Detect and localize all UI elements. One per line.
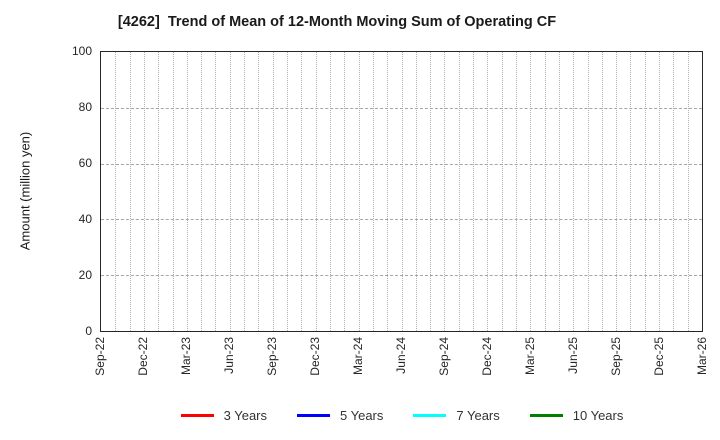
- gridline-vertical: [158, 52, 160, 331]
- y-axis-label: Amount (million yen): [17, 131, 33, 251]
- y-tick-label: 40: [78, 212, 92, 226]
- gridline-vertical: [143, 52, 145, 331]
- gridline-vertical: [501, 52, 503, 331]
- gridline-vertical: [344, 52, 346, 331]
- y-tick-label: 0: [85, 324, 92, 338]
- gridline-vertical: [172, 52, 174, 331]
- gridline-horizontal: [101, 275, 702, 277]
- gridline-vertical: [430, 52, 432, 331]
- gridline-vertical: [473, 52, 475, 331]
- gridline-vertical: [587, 52, 589, 331]
- gridline-vertical: [530, 52, 532, 331]
- gridline-vertical: [515, 52, 517, 331]
- legend-item: 3 Years: [180, 407, 267, 423]
- gridline-vertical: [616, 52, 618, 331]
- legend-item: 10 Years: [529, 407, 624, 423]
- gridline-vertical: [444, 52, 446, 331]
- chart-title: [4262] Trend of Mean of 12-Month Moving …: [117, 14, 557, 30]
- gridline-vertical: [372, 52, 374, 331]
- y-tick-label: 20: [78, 268, 92, 282]
- gridline-vertical: [244, 52, 246, 331]
- gridline-vertical: [272, 52, 274, 331]
- legend-line-swatch: [413, 413, 447, 417]
- gridline-vertical: [215, 52, 217, 331]
- legend: 3 Years 5 Years 7 Years 10 Years: [84, 404, 720, 426]
- gridline-vertical: [558, 52, 560, 331]
- gridline-vertical: [358, 52, 360, 331]
- y-tick-label: 100: [71, 44, 92, 58]
- gridline-vertical: [630, 52, 632, 331]
- gridline-vertical: [644, 52, 646, 331]
- gridline-vertical: [186, 52, 188, 331]
- gridline-vertical: [458, 52, 460, 331]
- y-tick-label: 60: [78, 156, 92, 170]
- gridline-vertical: [115, 52, 117, 331]
- legend-label: 7 Years: [456, 407, 500, 423]
- gridline-vertical: [673, 52, 675, 331]
- gridline-vertical: [301, 52, 303, 331]
- gridline-vertical: [258, 52, 260, 331]
- gridline-vertical: [659, 52, 661, 331]
- legend-line-swatch: [297, 413, 330, 417]
- gridline-vertical: [573, 52, 575, 331]
- gridline-vertical: [387, 52, 389, 331]
- gridline-vertical: [415, 52, 417, 331]
- gridline-vertical: [687, 52, 689, 331]
- legend-item: 5 Years: [297, 408, 383, 423]
- legend-line-swatch: [180, 413, 214, 417]
- gridline-horizontal: [101, 107, 702, 109]
- gridline-vertical: [315, 52, 317, 331]
- plot-area: [100, 51, 703, 332]
- gridline-vertical: [601, 52, 603, 331]
- legend-label: 3 Years: [223, 407, 267, 423]
- gridline-horizontal: [101, 163, 702, 165]
- gridline-vertical: [487, 52, 489, 331]
- y-tick-label: 80: [78, 100, 92, 114]
- legend-label: 5 Years: [340, 407, 384, 423]
- gridline-horizontal: [101, 219, 702, 221]
- gridline-vertical: [201, 52, 203, 331]
- gridline-vertical: [329, 52, 331, 331]
- legend-label: 10 Years: [572, 407, 624, 423]
- legend-line-swatch: [529, 413, 563, 417]
- gridline-vertical: [401, 52, 403, 331]
- gridline-vertical: [129, 52, 131, 331]
- gridline-vertical: [287, 52, 289, 331]
- legend-item: 7 Years: [413, 407, 500, 423]
- gridline-vertical: [229, 52, 231, 331]
- gridline-vertical: [544, 52, 546, 331]
